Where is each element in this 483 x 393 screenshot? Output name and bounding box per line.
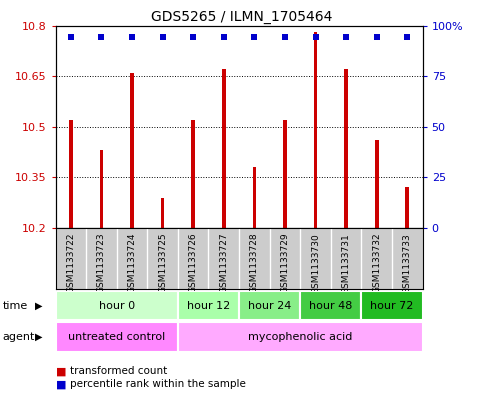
Text: mycophenolic acid: mycophenolic acid — [248, 332, 353, 342]
Bar — [191, 120, 195, 228]
Point — [312, 34, 319, 40]
Text: ▶: ▶ — [35, 332, 43, 342]
Text: GDS5265 / ILMN_1705464: GDS5265 / ILMN_1705464 — [151, 10, 332, 24]
Text: hour 48: hour 48 — [309, 301, 353, 310]
Text: ■: ■ — [56, 366, 66, 376]
Text: transformed count: transformed count — [70, 366, 167, 376]
Text: ■: ■ — [56, 379, 66, 389]
Point — [281, 34, 289, 40]
Text: GSM1133724: GSM1133724 — [128, 233, 137, 293]
Point — [220, 34, 227, 40]
Bar — [99, 151, 103, 228]
Bar — [239, 291, 300, 320]
Bar — [361, 291, 423, 320]
Text: GSM1133732: GSM1133732 — [372, 233, 381, 294]
Point — [98, 34, 105, 40]
Text: agent: agent — [2, 332, 35, 342]
Text: time: time — [2, 301, 28, 310]
Text: GSM1133727: GSM1133727 — [219, 233, 228, 294]
Point — [128, 34, 136, 40]
Point — [251, 34, 258, 40]
Text: hour 0: hour 0 — [99, 301, 135, 310]
Bar — [56, 322, 178, 352]
Point — [342, 34, 350, 40]
Bar — [56, 291, 178, 320]
Bar — [178, 291, 239, 320]
Text: GSM1133722: GSM1133722 — [66, 233, 75, 293]
Bar — [314, 32, 317, 228]
Text: GSM1133728: GSM1133728 — [250, 233, 259, 294]
Text: hour 12: hour 12 — [187, 301, 230, 310]
Text: GSM1133726: GSM1133726 — [189, 233, 198, 294]
Text: GSM1133723: GSM1133723 — [97, 233, 106, 294]
Bar — [161, 198, 164, 228]
Point — [67, 34, 75, 40]
Text: hour 72: hour 72 — [370, 301, 414, 310]
Bar — [69, 120, 72, 228]
Bar — [406, 187, 409, 228]
Bar — [283, 120, 287, 228]
Text: ▶: ▶ — [35, 301, 43, 310]
Bar — [222, 70, 226, 228]
Point — [373, 34, 381, 40]
Point — [403, 34, 411, 40]
Bar — [375, 140, 379, 228]
Text: GSM1133733: GSM1133733 — [403, 233, 412, 294]
Point — [159, 34, 167, 40]
Text: GSM1133725: GSM1133725 — [158, 233, 167, 294]
Bar — [253, 167, 256, 228]
Bar — [344, 70, 348, 228]
Text: GSM1133729: GSM1133729 — [281, 233, 289, 294]
Bar — [130, 73, 134, 228]
Point — [189, 34, 197, 40]
Bar — [178, 322, 423, 352]
Bar — [300, 291, 361, 320]
Text: GSM1133730: GSM1133730 — [311, 233, 320, 294]
Text: percentile rank within the sample: percentile rank within the sample — [70, 379, 246, 389]
Text: untreated control: untreated control — [68, 332, 165, 342]
Text: GSM1133731: GSM1133731 — [341, 233, 351, 294]
Text: hour 24: hour 24 — [248, 301, 291, 310]
